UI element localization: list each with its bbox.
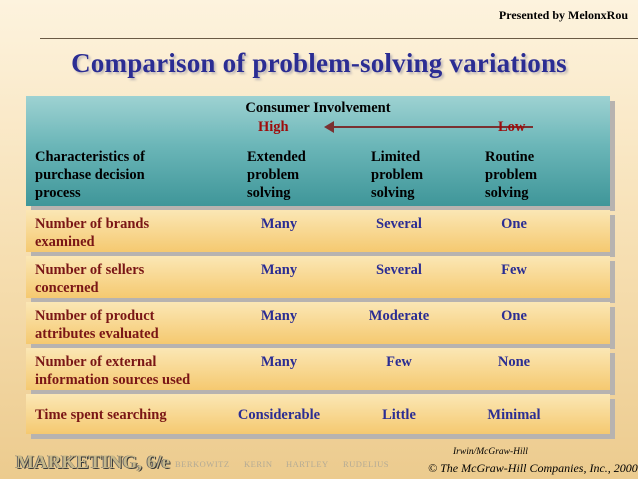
author-name: HARTLEY (286, 459, 329, 469)
table-row: Number of brands examined Many Several O… (26, 210, 610, 252)
limited-value: Moderate (368, 308, 430, 324)
author-name: BERKOWITZ (175, 459, 230, 469)
limited-value: Several (376, 216, 422, 232)
row-label: Number of product attributes evaluated (35, 308, 159, 342)
consumer-involvement-label: Consumer Involvement (245, 100, 391, 116)
extended-value: Many (260, 308, 298, 324)
row-label: Time spent searching (35, 407, 167, 423)
extended-value: Considerable (237, 407, 321, 423)
routine-value: One (501, 216, 527, 232)
left-arrow-icon (324, 121, 334, 133)
author-name: RUDELIUS (343, 459, 390, 469)
limited-value: Few (386, 354, 412, 370)
slide-title: Comparison of problem-solving variations (71, 48, 567, 78)
table-header: Consumer Involvement High Low Characteri… (26, 96, 610, 206)
limited-value: Several (376, 262, 422, 278)
low-label: Low (498, 119, 526, 135)
publisher-credit: Irwin/McGraw-Hill (453, 447, 528, 457)
presenter-credit: Presented by MelonxRou (498, 8, 628, 22)
author-name: KERIN (244, 459, 273, 469)
routine-value: One (501, 308, 527, 324)
limited-column-header: Limited problem solving (371, 149, 424, 201)
extended-value: Many (260, 262, 298, 278)
involvement-arrow-line (333, 126, 533, 128)
routine-value: Few (501, 262, 527, 278)
row-label: Number of sellers concerned (35, 262, 145, 296)
characteristics-header: Characteristics of purchase decision pro… (35, 149, 145, 201)
table-row: Number of sellers concerned Many Several… (26, 256, 610, 298)
table-row: Time spent searching Considerable Little… (26, 394, 610, 434)
marketing-logo: MARKETING, 6/e (16, 452, 171, 473)
table-row: Number of product attributes evaluated M… (26, 302, 610, 344)
routine-column-header: Routine problem solving (485, 149, 538, 201)
routine-value: Minimal (487, 407, 541, 423)
row-label: Number of external information sources u… (35, 354, 191, 388)
extended-value: Many (260, 216, 298, 232)
extended-column-header: Extended problem solving (247, 149, 306, 201)
table-row: Number of external information sources u… (26, 348, 610, 390)
copyright-notice: © The McGraw-Hill Companies, Inc., 2000 (428, 461, 638, 475)
extended-value: Many (260, 354, 298, 370)
top-divider (40, 38, 638, 39)
routine-value: None (497, 354, 531, 370)
row-label: Number of brands examined (35, 216, 150, 250)
limited-value: Little (382, 407, 416, 423)
high-label: High (258, 119, 289, 135)
